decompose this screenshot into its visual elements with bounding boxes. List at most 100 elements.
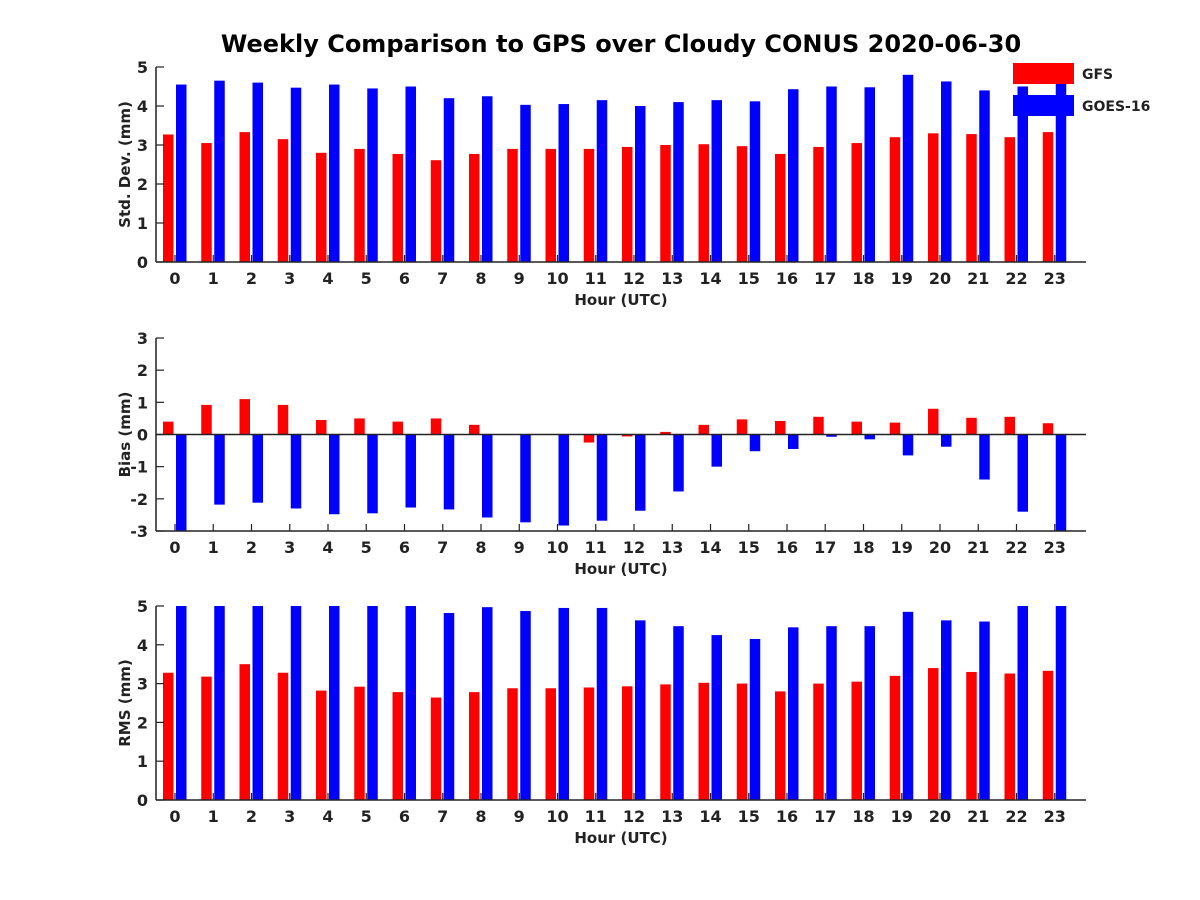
bar-goes-16-16	[788, 89, 799, 262]
x-tick-label: 17	[814, 269, 836, 288]
bar-goes-16-10	[558, 104, 569, 262]
bar-goes-16-4	[329, 84, 340, 262]
bar-gfs-0	[163, 134, 174, 262]
x-tick-label: 4	[322, 807, 333, 826]
x-tick-label: 17	[814, 807, 836, 826]
bar-gfs-3	[277, 404, 289, 435]
x-tick-label: 18	[852, 269, 874, 288]
bar-gfs-19	[889, 137, 901, 262]
bar-goes-16-16	[788, 434, 799, 449]
y-tick-label: -3	[130, 522, 148, 541]
x-tick-label: 9	[514, 269, 525, 288]
bar-gfs-7	[430, 697, 442, 800]
x-tick-label: 20	[929, 538, 951, 557]
x-tick-label: 5	[361, 538, 372, 557]
bar-goes-16-9	[520, 104, 531, 262]
x-tick-label: 8	[475, 269, 486, 288]
x-tick-label: 14	[699, 538, 721, 557]
x-tick-label: 8	[475, 538, 486, 557]
y-tick-label: 2	[137, 175, 148, 194]
bar-goes-16-1	[214, 434, 225, 505]
bar-gfs-6	[392, 153, 403, 262]
x-tick-label: 1	[208, 538, 219, 557]
bar-goes-16-8	[482, 434, 493, 518]
bar-gfs-15	[736, 683, 748, 800]
bar-goes-16-7	[443, 434, 455, 510]
x-tick-label: 4	[322, 269, 333, 288]
bar-gfs-19	[889, 422, 901, 435]
bar-gfs-18	[851, 421, 862, 435]
bar-goes-16-10	[558, 607, 569, 800]
y-tick-label: -2	[130, 490, 148, 509]
bar-goes-16-21	[979, 434, 990, 480]
x-tick-label: 10	[546, 538, 568, 557]
bar-gfs-1	[201, 143, 212, 262]
bar-gfs-17	[813, 683, 824, 800]
x-tick-label: 6	[399, 269, 410, 288]
x-tick-label: 1	[208, 269, 219, 288]
bar-gfs-4	[316, 152, 327, 262]
bar-goes-16-6	[405, 86, 416, 262]
x-tick-label: 6	[399, 807, 410, 826]
bar-gfs-20	[928, 133, 939, 262]
y-tick-label: -1	[130, 458, 148, 477]
y-tick-label: 2	[137, 361, 148, 380]
bar-gfs-18	[851, 143, 862, 262]
bar-gfs-5	[354, 148, 365, 262]
y-tick-label: 4	[137, 97, 148, 116]
x-tick-label: 2	[246, 269, 257, 288]
bar-gfs-12	[622, 434, 633, 437]
y-axis-title: RMS (mm)	[116, 659, 134, 746]
bar-goes-16-8	[482, 96, 493, 262]
y-tick-label: 1	[137, 752, 148, 771]
bar-goes-16-9	[520, 611, 531, 800]
bar-goes-16-5	[367, 606, 378, 800]
bar-goes-16-2	[252, 82, 263, 262]
bar-gfs-21	[966, 671, 977, 800]
bar-goes-16-2	[252, 434, 263, 503]
x-tick-label: 3	[284, 538, 295, 557]
legend-label-goes-16: GOES-16	[1082, 99, 1150, 115]
x-tick-label: 9	[514, 807, 525, 826]
x-tick-label: 23	[1044, 538, 1066, 557]
bar-gfs-3	[277, 139, 289, 262]
bar-goes-16-19	[902, 611, 914, 800]
bar-goes-16-1	[214, 80, 225, 263]
bar-goes-16-5	[367, 88, 378, 262]
bar-gfs-14	[698, 682, 709, 800]
y-tick-label: 3	[137, 136, 148, 155]
bar-gfs-4	[316, 690, 327, 800]
bar-gfs-16	[775, 691, 786, 800]
bar-goes-16-21	[979, 621, 990, 800]
x-tick-label: 3	[284, 807, 295, 826]
bar-gfs-7	[430, 160, 442, 262]
y-tick-label: 5	[137, 597, 148, 616]
bar-goes-16-16	[788, 627, 799, 800]
bar-gfs-15	[736, 146, 748, 262]
x-tick-label: 11	[585, 807, 607, 826]
bar-goes-16-20	[941, 620, 952, 800]
bar-goes-16-2	[252, 606, 263, 800]
bar-goes-16-22	[1017, 606, 1028, 800]
y-tick-label: 5	[137, 58, 148, 77]
bar-goes-16-18	[864, 434, 875, 440]
x-tick-label: 18	[852, 538, 874, 557]
bar-goes-16-12	[635, 620, 646, 800]
bar-gfs-10	[545, 688, 556, 800]
bar-gfs-0	[163, 421, 174, 435]
bar-goes-16-23	[1055, 606, 1067, 800]
bar-goes-16-20	[941, 434, 952, 447]
bar-gfs-20	[928, 668, 939, 800]
bar-goes-16-14	[711, 635, 722, 800]
x-tick-label: 13	[661, 807, 683, 826]
bar-gfs-16	[775, 153, 786, 262]
x-tick-label: 17	[814, 538, 836, 557]
x-tick-label: 4	[322, 538, 333, 557]
x-tick-label: 16	[776, 269, 798, 288]
bar-goes-16-19	[902, 74, 914, 262]
bar-gfs-13	[660, 684, 671, 800]
bar-gfs-2	[239, 399, 250, 435]
bar-gfs-1	[201, 404, 212, 435]
bar-goes-16-11	[596, 607, 608, 800]
